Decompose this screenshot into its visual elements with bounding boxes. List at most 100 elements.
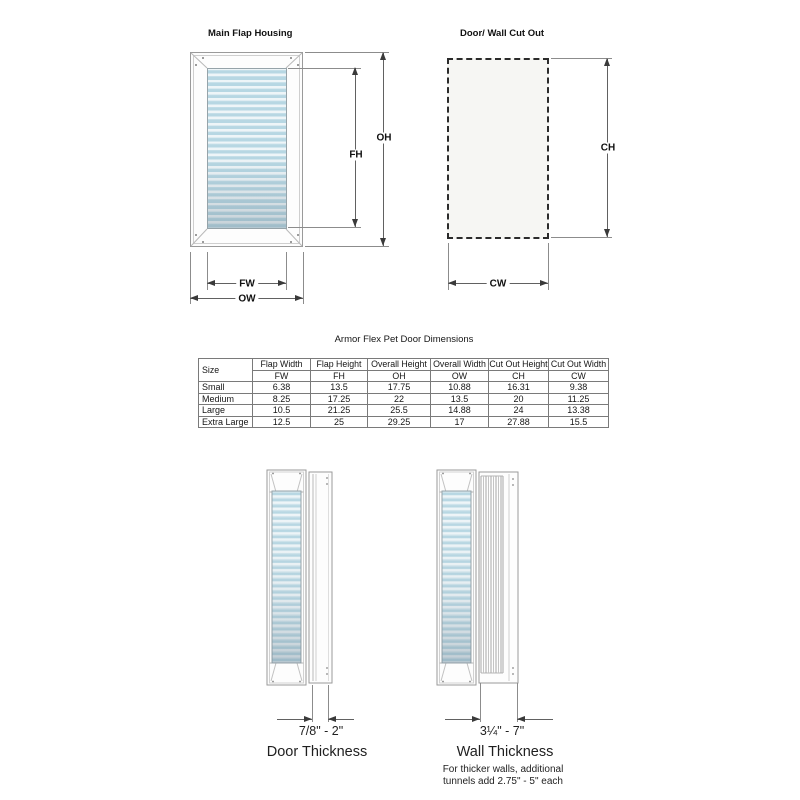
table-header-row: Size Flap Width Flap Height Overall Heig… [198,358,609,382]
dimension-line-oh [383,53,384,246]
cell: 12.5 [252,415,311,428]
cell: 13.5 [430,392,489,405]
cutout-title: Door/ Wall Cut Out [460,28,545,39]
col-abbr: CW [548,369,609,382]
arrow-left-icon [517,716,525,722]
table-row: Extra Large 12.5 25 29.25 17 27.88 15.5 [198,415,609,428]
col-abbr: OH [367,369,431,382]
cell: 13.5 [310,381,368,394]
col-header: Cut Out Height [488,358,549,371]
extension-line [207,252,208,290]
extension-line [480,683,481,722]
extension-line [305,246,389,247]
extension-line [551,237,612,238]
dimension-line-wall [517,719,553,720]
col-abbr: CH [488,369,549,382]
arrow-down-icon [604,229,610,237]
arrow-left-icon [328,716,336,722]
dimension-line-door [277,719,312,720]
col-header: Flap Width [252,358,311,371]
cell-size: Extra Large [198,415,253,428]
cell-size: Medium [198,392,253,405]
screw-icon [195,64,197,66]
arrow-up-icon [604,58,610,66]
extension-line [328,685,329,722]
cell: 17.75 [367,381,431,394]
cell: 29.25 [367,415,431,428]
extension-line [305,52,389,53]
extension-line [303,252,304,304]
arrow-left-icon [448,280,456,286]
extension-line [548,243,549,290]
door-thickness-range: 7/8" - 2" [298,724,344,738]
table-row: Large 10.5 21.25 25.5 14.88 24 13.38 [198,404,609,417]
wall-note-line1: For thicker walls, additional [442,764,564,775]
dimensions-table: Size Flap Width Flap Height Overall Heig… [198,358,609,428]
cell: 25 [310,415,368,428]
dim-label-ow: OW [235,293,259,305]
dimension-line-fh [355,68,356,227]
table-abbr-row: FW FH OH OW CH CW [199,369,609,382]
col-header: Cut Out Width [548,358,609,371]
extension-line [288,227,361,228]
table-title: Armor Flex Pet Door Dimensions [334,334,474,345]
col-header-size: Size [198,358,253,382]
screw-icon [195,234,197,236]
door-thickness-label: Door Thickness [266,744,368,760]
col-header: Flap Height [310,358,368,371]
cell: 25.5 [367,404,431,417]
wall-install-side-view [436,469,519,686]
dim-label-oh: OH [373,132,395,144]
extension-line [448,243,449,290]
col-abbr: OW [430,369,489,382]
arrow-down-icon [380,238,386,246]
cell: 16.31 [488,381,549,394]
col-header: Overall Width [430,358,489,371]
table-row: Small 6.38 13.5 17.75 10.88 16.31 9.38 [198,381,609,394]
cell: 22 [367,392,431,405]
col-abbr: FH [310,369,368,382]
cell: 20 [488,392,549,405]
cutout-diagram [447,58,549,239]
extension-line [286,252,287,290]
cell: 24 [488,404,549,417]
cell: 17 [430,415,489,428]
arrow-right-icon [472,716,480,722]
dimension-line-wall [445,719,480,720]
dim-label-fh: FH [346,149,366,161]
cell: 27.88 [488,415,549,428]
cell: 15.5 [548,415,609,428]
flap-housing-title: Main Flap Housing [208,28,293,39]
dimension-line-door [328,719,354,720]
dim-label-ch: CH [597,142,619,154]
table-row: Medium 8.25 17.25 22 13.5 20 11.25 [198,392,609,405]
dim-label-cw: CW [486,278,510,290]
cell: 10.88 [430,381,489,394]
extension-line [551,58,612,59]
cell: 11.25 [548,392,609,405]
screw-icon [297,234,299,236]
cell: 8.25 [252,392,311,405]
cell: 14.88 [430,404,489,417]
door-install-side-view [266,469,333,686]
screw-icon [290,241,292,243]
arrow-right-icon [295,295,303,301]
col-abbr: FW [252,369,311,382]
cell: 10.5 [252,404,311,417]
col-header: Overall Height [367,358,431,371]
screw-icon [202,57,204,59]
extension-line [517,683,518,722]
screw-icon [290,57,292,59]
cell: 9.38 [548,381,609,394]
arrow-right-icon [540,280,548,286]
cell: 21.25 [310,404,368,417]
cell-size: Small [198,381,253,394]
cell-size: Large [198,404,253,417]
flap-ribbed-panel [207,68,287,229]
flap-housing-frame-linework [190,52,303,247]
screw-icon [202,241,204,243]
flap-housing-diagram [190,52,303,247]
cell: 17.25 [310,392,368,405]
wall-thickness-label: Wall Thickness [456,744,554,760]
